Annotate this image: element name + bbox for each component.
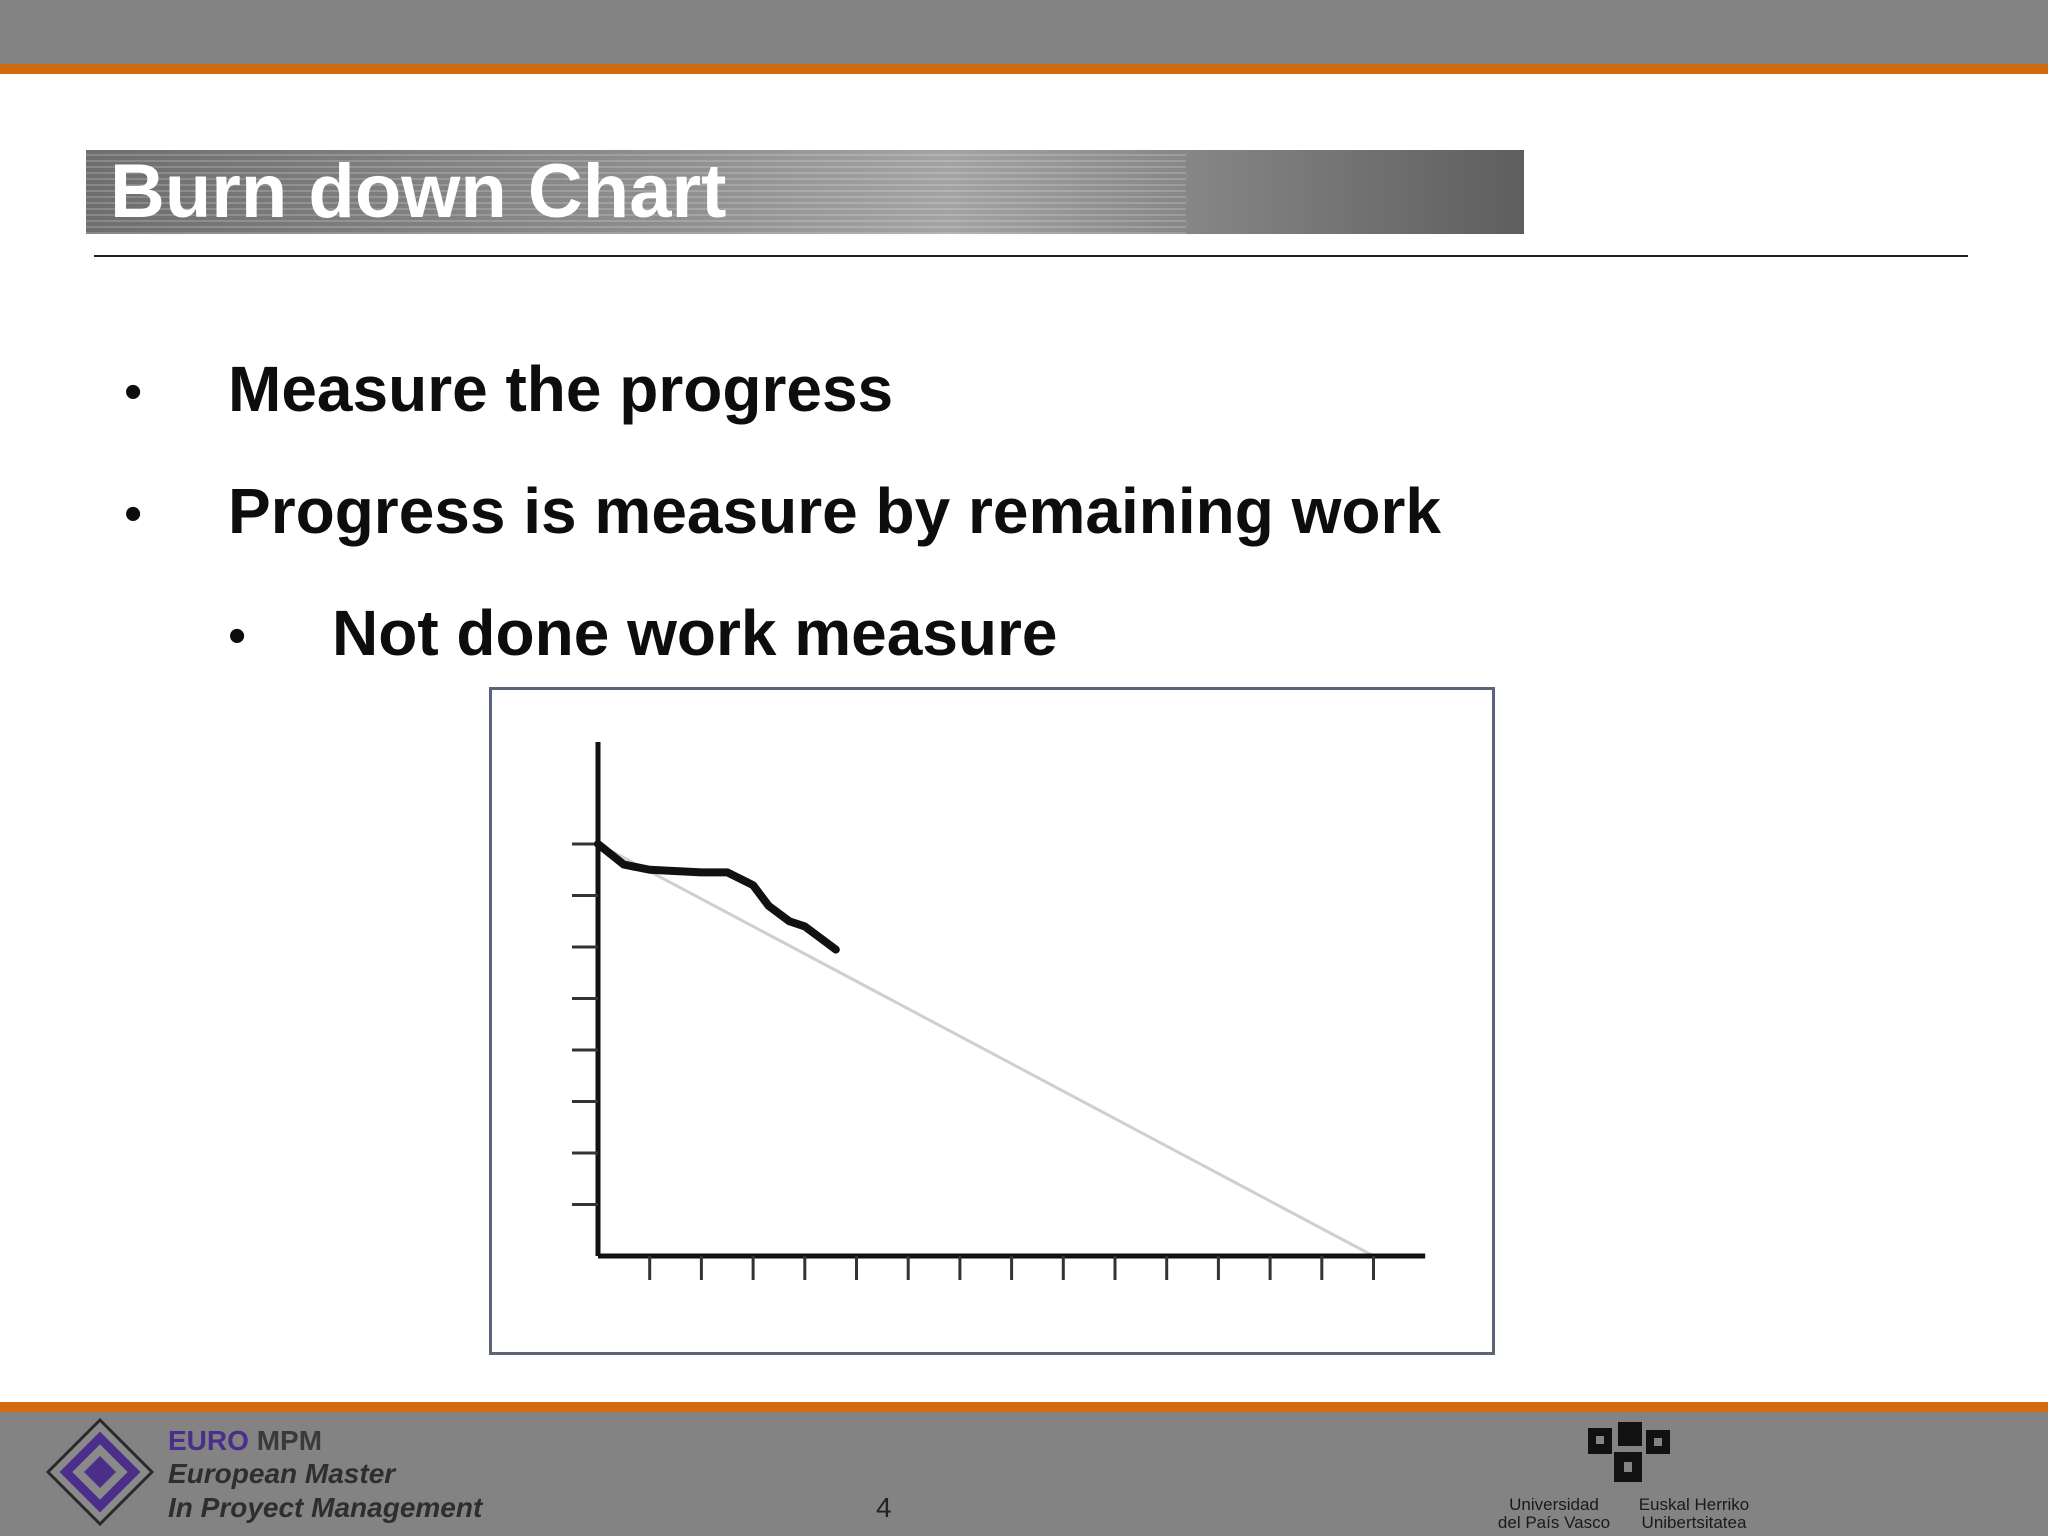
bullet-dot: • <box>228 607 247 665</box>
university-name-es: Universidad del País Vasco <box>1494 1496 1614 1532</box>
university-es-line-2: del País Vasco <box>1497 1513 1611 1532</box>
footer-band <box>0 1412 2048 1536</box>
university-logo-icon <box>1588 1422 1670 1482</box>
title-bar: Burn down Chart <box>86 150 1524 234</box>
bullet-item-1: Measure the progress <box>228 353 894 425</box>
actual-burndown-line <box>594 840 840 954</box>
footer-line-2: In Proyect Management <box>168 1492 483 1523</box>
title-divider <box>94 255 1968 257</box>
bullet-dot: • <box>124 485 143 543</box>
footer-brand-mpm: MPM <box>256 1425 323 1456</box>
bullet-item-3: Not done work measure <box>332 597 1058 669</box>
footer-line-1: European Master <box>168 1458 396 1489</box>
ideal-burndown-line <box>597 842 1375 1258</box>
university-es-line-1: Universidad <box>1509 1495 1599 1514</box>
slide-title: Burn down Chart <box>110 150 727 234</box>
bottom-accent-stripe <box>0 1402 2048 1412</box>
page-number: 4 <box>876 1492 892 1523</box>
bullet-item-2: Progress is measure by remaining work <box>228 475 1441 547</box>
university-eu-line-1: Euskal Herriko <box>1638 1495 1750 1514</box>
euro-mpm-logo-icon <box>45 1417 155 1527</box>
footer-brand: EURO MPM <box>168 1424 322 1458</box>
university-name-eu: Euskal Herriko Unibertsitatea <box>1634 1496 1754 1532</box>
chart-canvas <box>572 742 1426 1280</box>
top-band <box>0 0 2048 64</box>
bullet-dot: • <box>124 363 143 421</box>
university-eu-line-2: Unibertsitatea <box>1641 1513 1747 1532</box>
top-accent-stripe <box>0 64 2048 74</box>
footer-brand-euro: EURO <box>168 1425 249 1456</box>
title-bar-texture <box>86 150 1186 234</box>
burndown-chart <box>489 687 1495 1355</box>
